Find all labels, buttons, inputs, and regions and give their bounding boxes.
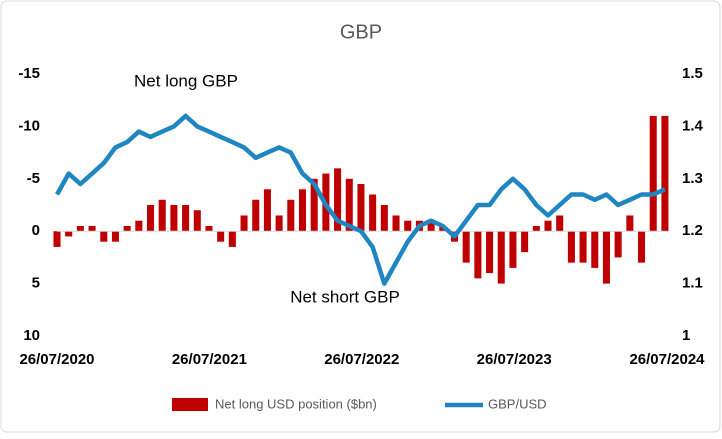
annotation: Net long GBP [134,71,238,90]
bar [170,205,178,232]
bar [380,205,388,232]
bar [76,225,84,232]
bar [357,184,365,232]
bar [544,220,552,232]
bar [100,231,108,242]
bar [486,231,494,274]
bar [427,220,435,232]
bar [602,231,610,284]
x-tick-label: 26/07/2020 [19,351,94,368]
bar [182,205,190,232]
bar [591,231,599,268]
bar [334,168,342,232]
bar [65,231,73,237]
y2-tick-label: 1 [682,327,690,344]
chart-title: GBP [340,21,382,43]
y-tick-label: -15 [18,65,40,82]
bar [88,225,96,232]
bar [217,231,225,242]
bar [532,225,540,232]
bar [252,199,260,232]
bar [345,178,353,232]
bar [228,231,236,247]
bar [649,115,657,232]
x-tick-label: 26/07/2021 [172,351,247,368]
bar [661,115,669,232]
y2-tick-label: 1.2 [682,222,703,239]
bar [111,231,119,242]
x-tick-label: 26/07/2023 [477,351,552,368]
legend-swatch [172,398,208,411]
x-tick-label: 26/07/2024 [629,351,705,368]
y-tick-label: -10 [18,117,40,134]
bar [53,231,61,247]
bar [205,225,213,232]
y-tick-label: 5 [32,275,40,292]
bar [579,231,587,263]
bar [123,225,131,232]
bar [404,220,412,232]
bar [626,215,634,232]
y2-tick-label: 1.1 [682,275,703,292]
annotation: Net short GBP [290,287,400,306]
legend-label: GBP/USD [488,396,547,411]
bar [497,231,505,284]
legend-label: Net long USD position ($bn) [215,396,377,411]
bar [147,205,155,232]
bar [263,189,271,232]
y2-tick-label: 1.3 [682,170,703,187]
bar [638,231,646,263]
bar [193,210,201,232]
bar [310,178,318,232]
bar [474,231,482,279]
y-tick-label: -5 [27,170,40,187]
bar [287,199,295,232]
bar [556,215,564,232]
bar [240,215,248,232]
bar [158,199,166,232]
y2-tick-label: 1.5 [682,65,703,82]
x-tick-label: 26/07/2022 [324,351,399,368]
bar [135,220,143,232]
bar [521,231,529,253]
bar [298,189,307,232]
bar [275,215,283,232]
bar [614,231,622,258]
y2-tick-label: 1.4 [682,117,704,134]
bar [509,231,517,268]
bar [567,231,575,263]
bar [392,215,400,232]
y-tick-label: 10 [23,327,40,344]
y-tick-label: 0 [32,222,40,239]
bar [369,194,377,232]
line [55,113,666,286]
bar [462,231,470,263]
